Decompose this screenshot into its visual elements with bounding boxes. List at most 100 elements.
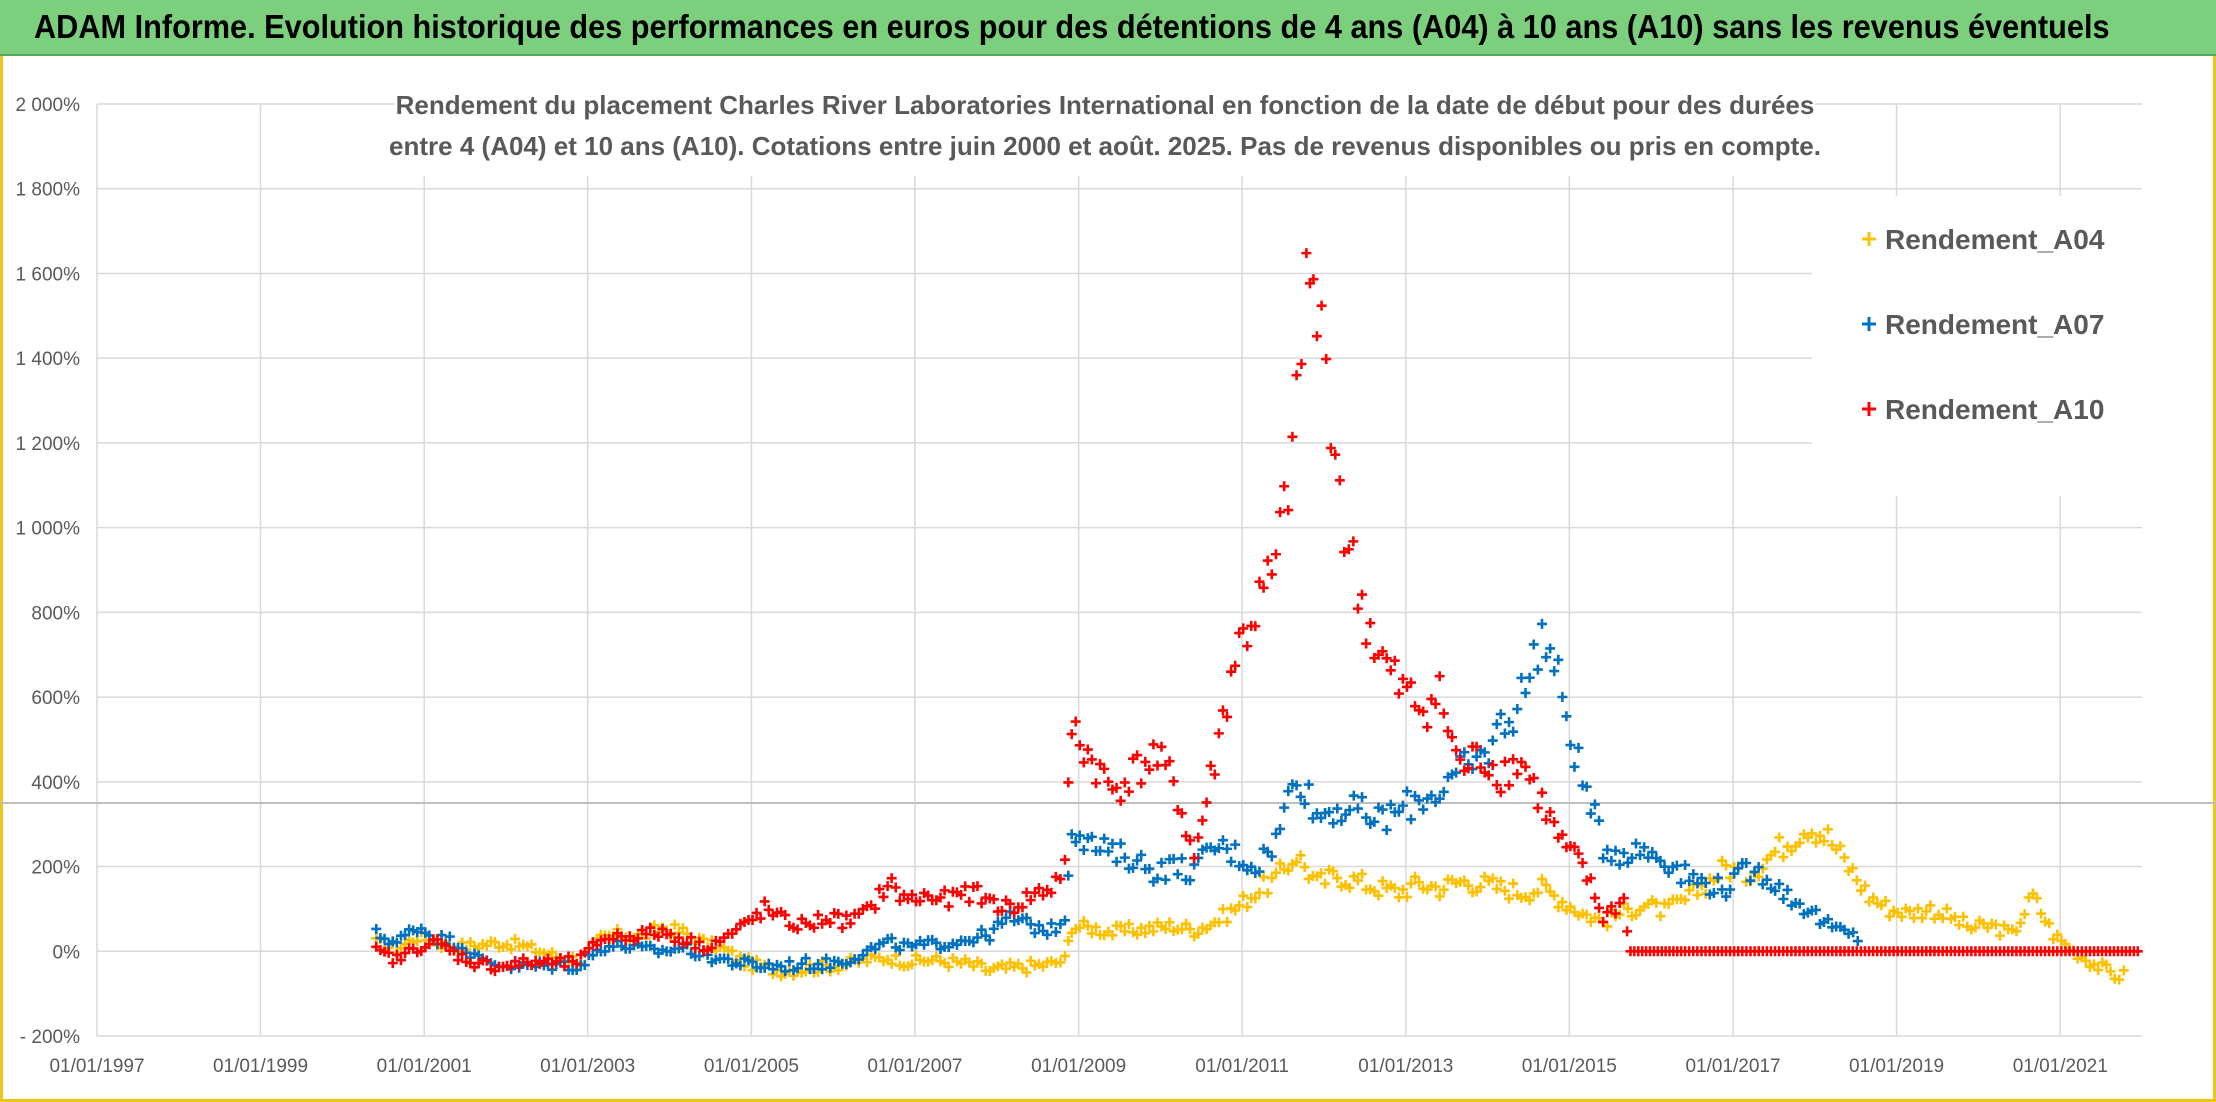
y-tick-label: 400% bbox=[31, 773, 80, 794]
data-point-marker bbox=[1778, 852, 1789, 863]
data-point-marker bbox=[1217, 835, 1228, 846]
data-point-marker bbox=[1059, 950, 1070, 961]
data-point-marker bbox=[1434, 793, 1445, 804]
data-point-marker bbox=[1038, 890, 1049, 901]
data-point-marker bbox=[1059, 915, 1070, 926]
data-point-marker bbox=[1447, 732, 1458, 743]
data-point-marker bbox=[1541, 879, 1552, 890]
data-point-marker bbox=[1070, 716, 1081, 727]
data-point-marker bbox=[1144, 863, 1155, 874]
data-point-marker bbox=[1495, 787, 1506, 798]
data-point-marker bbox=[1549, 890, 1560, 901]
data-point-marker bbox=[1090, 778, 1101, 789]
data-point-marker bbox=[440, 940, 451, 951]
data-point-marker bbox=[1573, 742, 1584, 753]
data-point-marker bbox=[1324, 807, 1335, 818]
legend-background bbox=[1812, 196, 2142, 496]
data-point-marker bbox=[1185, 875, 1196, 886]
data-point-marker bbox=[1537, 874, 1547, 885]
data-point-marker bbox=[657, 923, 668, 934]
data-point-marker bbox=[1401, 892, 1412, 903]
data-point-marker bbox=[1283, 505, 1294, 516]
data-point-marker bbox=[996, 905, 1007, 916]
data-point-marker bbox=[1321, 354, 1332, 365]
y-tick-label: 0% bbox=[53, 942, 81, 963]
data-point-marker bbox=[1405, 677, 1416, 688]
data-point-marker bbox=[1103, 846, 1114, 857]
data-point-marker bbox=[1001, 963, 1012, 974]
data-point-marker bbox=[1721, 860, 1732, 871]
data-point-marker bbox=[2132, 946, 2143, 957]
y-tick-label: 1 400% bbox=[16, 349, 81, 370]
data-point-marker bbox=[1172, 869, 1183, 880]
data-point-marker bbox=[1475, 882, 1486, 893]
data-point-marker bbox=[984, 935, 995, 946]
data-point-marker bbox=[1357, 589, 1368, 600]
data-point-marker bbox=[1954, 920, 1965, 931]
data-point-marker bbox=[1528, 639, 1539, 650]
data-point-marker bbox=[1782, 884, 1793, 895]
data-point-marker bbox=[706, 942, 717, 953]
data-point-marker bbox=[1365, 618, 1376, 629]
data-point-marker bbox=[1160, 874, 1171, 885]
data-point-marker bbox=[1708, 888, 1719, 899]
data-point-marker bbox=[1504, 717, 1515, 728]
data-point-marker bbox=[1234, 900, 1245, 911]
data-point-marker bbox=[1491, 719, 1502, 730]
x-tick-label: 01/01/2009 bbox=[1031, 1056, 1126, 1077]
data-point-marker bbox=[444, 931, 455, 942]
data-point-marker bbox=[906, 959, 917, 970]
data-point-marker bbox=[1381, 653, 1392, 664]
data-point-marker bbox=[1491, 883, 1502, 894]
data-point-marker bbox=[1316, 300, 1327, 311]
data-point-marker bbox=[1463, 880, 1474, 891]
data-point-marker bbox=[1602, 907, 1613, 918]
data-point-marker bbox=[1275, 507, 1286, 518]
data-point-marker bbox=[1086, 754, 1097, 765]
data-point-marker bbox=[1594, 815, 1605, 826]
data-point-marker bbox=[1774, 878, 1785, 889]
data-point-marker bbox=[1066, 829, 1077, 840]
data-point-marker bbox=[1581, 781, 1592, 792]
y-tick-label: 800% bbox=[31, 603, 80, 624]
data-point-marker bbox=[1921, 906, 1932, 917]
chart-grid bbox=[96, 103, 2142, 1037]
data-point-marker bbox=[1279, 802, 1290, 813]
data-point-marker bbox=[1585, 808, 1596, 819]
data-point-marker bbox=[1414, 795, 1425, 806]
data-point-marker bbox=[1136, 778, 1147, 789]
data-point-marker bbox=[886, 958, 897, 969]
data-point-marker bbox=[1328, 866, 1339, 877]
series-a04 bbox=[371, 824, 2129, 985]
x-tick-label: 01/01/2019 bbox=[1849, 1056, 1944, 1077]
data-point-marker bbox=[1405, 878, 1416, 889]
data-point-marker bbox=[1119, 852, 1130, 863]
data-point-marker bbox=[870, 944, 881, 955]
data-point-marker bbox=[1606, 901, 1617, 912]
data-point-marker bbox=[1222, 843, 1233, 854]
data-point-marker bbox=[1761, 874, 1772, 885]
data-point-marker bbox=[1017, 902, 1028, 913]
data-point-marker bbox=[1487, 759, 1498, 770]
data-point-marker bbox=[1115, 795, 1126, 806]
data-point-marker bbox=[2093, 965, 2104, 976]
data-point-marker bbox=[1520, 761, 1531, 772]
data-point-marker bbox=[1810, 904, 1821, 915]
data-point-marker bbox=[1373, 890, 1384, 901]
data-point-marker bbox=[1438, 884, 1449, 895]
data-point-marker bbox=[1238, 890, 1249, 901]
data-point-marker bbox=[1021, 967, 1032, 978]
data-point-marker bbox=[1459, 747, 1470, 758]
data-point-marker bbox=[1753, 862, 1764, 873]
data-point-marker bbox=[1033, 883, 1044, 894]
data-point-marker bbox=[1491, 780, 1502, 791]
data-point-marker bbox=[1630, 838, 1641, 849]
data-point-marker bbox=[1148, 739, 1159, 750]
data-point-marker bbox=[1393, 688, 1404, 699]
data-point-marker bbox=[821, 953, 832, 964]
data-point-marker bbox=[1238, 860, 1249, 871]
data-point-marker bbox=[1078, 757, 1089, 768]
legend: Rendement_A04 Rendement_A07 Rendement_A10 bbox=[1812, 196, 2142, 496]
data-point-marker bbox=[878, 891, 889, 902]
data-point-marker bbox=[1063, 777, 1074, 788]
